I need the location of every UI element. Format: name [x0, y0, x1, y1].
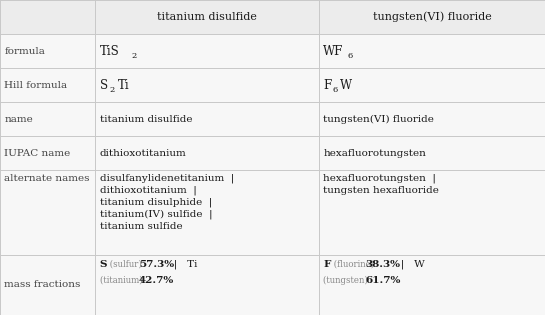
Text: 61.7%: 61.7%	[366, 276, 401, 285]
Text: titanium sulfide: titanium sulfide	[100, 222, 183, 231]
Text: 42.7%: 42.7%	[139, 276, 174, 285]
Text: hexafluorotungsten  |: hexafluorotungsten |	[323, 174, 436, 183]
Text: 2: 2	[110, 86, 115, 94]
Text: titanium disulfide: titanium disulfide	[100, 115, 192, 123]
Text: 38.3%: 38.3%	[366, 260, 401, 269]
Text: formula: formula	[4, 47, 45, 55]
Text: S: S	[100, 260, 107, 269]
Text: (tungsten): (tungsten)	[323, 276, 371, 285]
Text: tungsten(VI) fluoride: tungsten(VI) fluoride	[323, 115, 434, 123]
Text: F: F	[323, 78, 331, 92]
Text: tungsten hexafluoride: tungsten hexafluoride	[323, 186, 439, 195]
Text: S: S	[100, 78, 108, 92]
Text: 6: 6	[332, 86, 338, 94]
Text: Hill formula: Hill formula	[4, 81, 68, 89]
Text: 6: 6	[348, 52, 353, 60]
Text: titanium disulphide  |: titanium disulphide |	[100, 198, 212, 207]
Text: name: name	[4, 115, 33, 123]
Text: Ti: Ti	[118, 78, 130, 92]
Bar	[0, 0, 545, 34]
Text: alternate names: alternate names	[4, 174, 90, 183]
Text: titanium(IV) sulfide  |: titanium(IV) sulfide |	[100, 210, 213, 220]
Text: dithioxotitanium: dithioxotitanium	[100, 149, 186, 158]
Text: |   Ti: | Ti	[164, 260, 197, 269]
Text: 57.3%: 57.3%	[139, 260, 174, 269]
Text: WF: WF	[323, 44, 343, 58]
Text: (fluorine): (fluorine)	[331, 260, 377, 269]
Text: hexafluorotungsten: hexafluorotungsten	[323, 149, 426, 158]
Text: (sulfur): (sulfur)	[107, 260, 145, 269]
Text: F: F	[323, 260, 331, 269]
Text: titanium disulfide: titanium disulfide	[157, 12, 257, 22]
Text: IUPAC name: IUPAC name	[4, 149, 71, 158]
Text: mass fractions: mass fractions	[4, 280, 81, 289]
Text: TiS: TiS	[100, 44, 119, 58]
Text: tungsten(VI) fluoride: tungsten(VI) fluoride	[373, 12, 491, 22]
Text: W: W	[340, 78, 352, 92]
Text: disulfanylidenetitanium  |: disulfanylidenetitanium |	[100, 174, 234, 183]
Text: |   W: | W	[391, 260, 425, 269]
Text: dithioxotitanium  |: dithioxotitanium |	[100, 186, 197, 195]
Text: (titanium): (titanium)	[100, 276, 145, 285]
Text: 2: 2	[131, 52, 137, 60]
